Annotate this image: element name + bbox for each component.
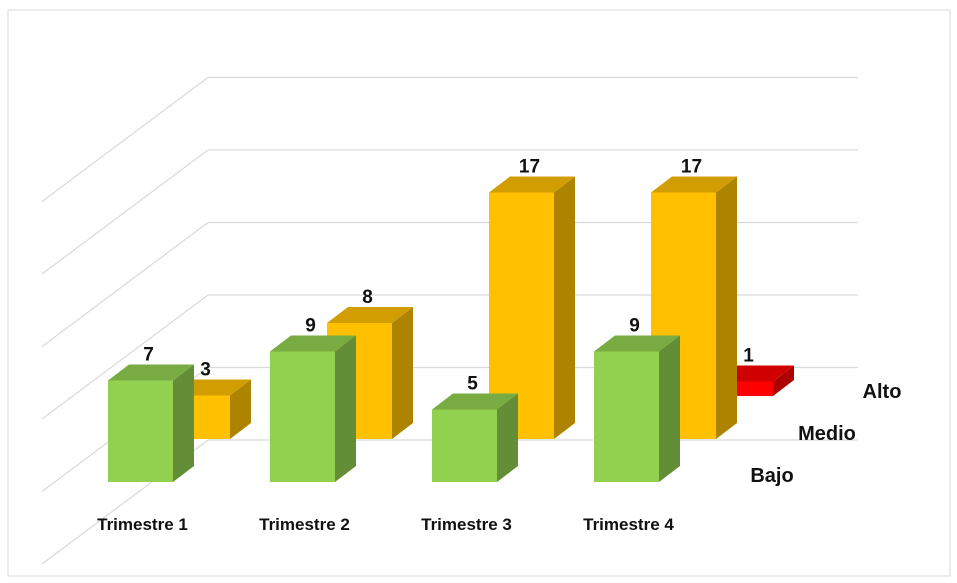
series-label-bajo: Bajo bbox=[750, 465, 793, 487]
data-label: 17 bbox=[519, 157, 540, 178]
bar-side bbox=[773, 365, 794, 396]
data-label: 17 bbox=[681, 157, 702, 178]
bars bbox=[108, 176, 794, 482]
gridline-side-5 bbox=[41, 77, 209, 202]
chart-frame bbox=[7, 9, 951, 577]
bar-side bbox=[392, 307, 413, 439]
bar-top bbox=[327, 307, 413, 323]
gridline-side-3 bbox=[41, 222, 209, 347]
data-label: 5 bbox=[467, 374, 478, 395]
category-label-trimestre-1: Trimestre 1 bbox=[97, 515, 188, 534]
bar-medio-trimestre-3 bbox=[489, 176, 575, 439]
bar-side bbox=[497, 393, 518, 482]
bar-front bbox=[594, 351, 659, 482]
bar-bajo-trimestre-4 bbox=[594, 335, 680, 482]
data-label: 7 bbox=[143, 345, 154, 366]
data-label: 1 bbox=[743, 346, 754, 367]
bar-top bbox=[489, 176, 575, 193]
data-label: 9 bbox=[629, 316, 640, 337]
bar-side bbox=[173, 364, 194, 482]
bar-top bbox=[432, 393, 518, 410]
bar-top bbox=[108, 364, 194, 381]
bar-top bbox=[651, 176, 737, 193]
bar-side bbox=[554, 176, 575, 439]
category-label-trimestre-4: Trimestre 4 bbox=[583, 515, 674, 534]
bar-side bbox=[335, 335, 356, 482]
category-label-trimestre-3: Trimestre 3 bbox=[421, 515, 512, 534]
bar-top bbox=[594, 335, 680, 352]
series-label-alto: Alto bbox=[863, 381, 902, 403]
data-label: 8 bbox=[362, 287, 373, 308]
data-label: 9 bbox=[305, 316, 316, 337]
bar-front bbox=[270, 351, 335, 482]
bar-side bbox=[716, 176, 737, 439]
bar-bajo-trimestre-2 bbox=[270, 335, 356, 482]
bar-side bbox=[230, 379, 251, 439]
category-label-trimestre-2: Trimestre 2 bbox=[259, 515, 350, 534]
bar-front bbox=[108, 380, 173, 482]
bar-medio-trimestre-4 bbox=[651, 176, 737, 439]
bar-bajo-trimestre-1 bbox=[108, 364, 194, 482]
series-label-medio: Medio bbox=[798, 423, 856, 445]
bar-side bbox=[659, 335, 680, 482]
bar-top bbox=[270, 335, 356, 352]
bar-bajo-trimestre-3 bbox=[432, 393, 518, 482]
bar-front bbox=[432, 409, 497, 482]
gridline-side-2 bbox=[41, 294, 209, 420]
gridline-side-4 bbox=[41, 149, 209, 275]
data-label: 3 bbox=[200, 360, 211, 381]
labels: 1 3 8 17 17 7 9 5 9 Trimestre 1 Trimestre 2 Trimest… bbox=[97, 157, 901, 535]
